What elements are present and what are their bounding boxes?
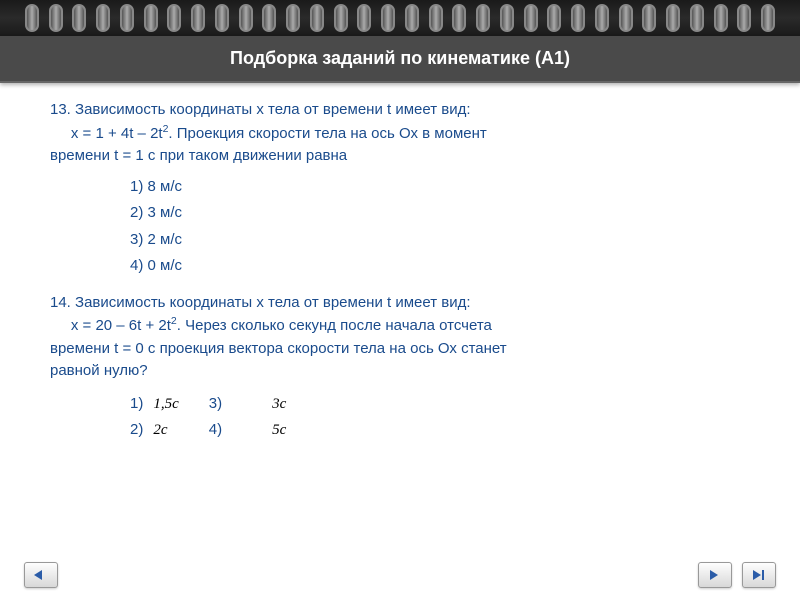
prev-button[interactable] [24, 562, 58, 588]
q14-opt4-val: 5c [272, 417, 296, 444]
question-14: 14. Зависимость координаты х тела от вре… [50, 292, 750, 444]
binding-ring [524, 4, 538, 32]
q14-line2a: х = 20 – 6t + 2t [71, 317, 171, 334]
binding-ring [642, 4, 656, 32]
q13-option-4: 4) 0 м/с [130, 255, 750, 278]
q14-opt2-num: 2) [130, 417, 153, 444]
q14-line2b: . Через сколько секунд после начала отсч… [177, 317, 492, 334]
q14-options: 1) 1,5c 3) 3c 2) 2c 4) 5c [50, 391, 750, 444]
binding-ring [619, 4, 633, 32]
binding-ring [571, 4, 585, 32]
binding-ring [690, 4, 704, 32]
question-14-text: 14. Зависимость координаты х тела от вре… [50, 292, 750, 383]
next-button[interactable] [698, 562, 732, 588]
binding-ring [215, 4, 229, 32]
binding-ring [547, 4, 561, 32]
q13-line2a: х = 1 + 4t – 2t [71, 125, 163, 142]
binding-ring [357, 4, 371, 32]
binding-ring [476, 4, 490, 32]
q13-line2b: . Проекция скорости тела на ось Ох в мом… [168, 125, 486, 142]
binding-ring [239, 4, 253, 32]
binding-ring [737, 4, 751, 32]
q14-opt1-num: 1) [130, 391, 153, 418]
q13-options: 1) 8 м/с 2) 3 м/с 3) 2 м/с 4) 0 м/с [50, 176, 750, 278]
binding-ring [25, 4, 39, 32]
q14-opt4-num: 4) [209, 417, 232, 444]
binding-ring [666, 4, 680, 32]
binding-ring [144, 4, 158, 32]
binding-ring [500, 4, 514, 32]
binding-ring [120, 4, 134, 32]
binding-ring [381, 4, 395, 32]
binding-ring [262, 4, 276, 32]
q14-opt3-num: 3) [209, 391, 232, 418]
question-13: 13. Зависимость координаты х тела от вре… [50, 99, 750, 278]
q13-number: 13. [50, 101, 71, 118]
q14-opt1-val: 1,5c [153, 391, 188, 418]
slide-content: 13. Зависимость координаты х тела от вре… [0, 83, 800, 468]
binding-ring [96, 4, 110, 32]
binding-ring [595, 4, 609, 32]
q13-line1: Зависимость координаты х тела от времени… [75, 101, 470, 118]
q14-line3: времени t = 0 с проекция вектора скорост… [50, 340, 507, 357]
q13-option-1: 1) 8 м/с [130, 176, 750, 199]
spiral-binding [0, 0, 800, 36]
q14-opt2-val: 2c [153, 417, 188, 444]
binding-ring [452, 4, 466, 32]
question-13-text: 13. Зависимость координаты х тела от вре… [50, 99, 750, 168]
last-icon [750, 568, 768, 582]
binding-ring [191, 4, 205, 32]
q13-line3: времени t = 1 c при таком движении равна [50, 147, 347, 164]
prev-icon [32, 568, 50, 582]
binding-ring [405, 4, 419, 32]
q14-opt3-val: 3c [272, 391, 296, 418]
slide-title: Подборка заданий по кинематике (А1) [0, 36, 800, 83]
binding-ring [429, 4, 443, 32]
last-button[interactable] [742, 562, 776, 588]
binding-ring [49, 4, 63, 32]
q13-option-2: 2) 3 м/с [130, 202, 750, 225]
q14-line4: равной нулю? [50, 362, 148, 379]
binding-ring [167, 4, 181, 32]
binding-ring [72, 4, 86, 32]
q13-option-3: 3) 2 м/с [130, 229, 750, 252]
binding-ring [286, 4, 300, 32]
next-icon [706, 568, 724, 582]
binding-ring [334, 4, 348, 32]
binding-ring [761, 4, 775, 32]
q14-line1: Зависимость координаты х тела от времени… [75, 294, 470, 311]
nav-prev-group [24, 562, 58, 588]
q14-number: 14. [50, 294, 71, 311]
binding-ring [310, 4, 324, 32]
binding-ring [714, 4, 728, 32]
nav-next-group [698, 562, 776, 588]
